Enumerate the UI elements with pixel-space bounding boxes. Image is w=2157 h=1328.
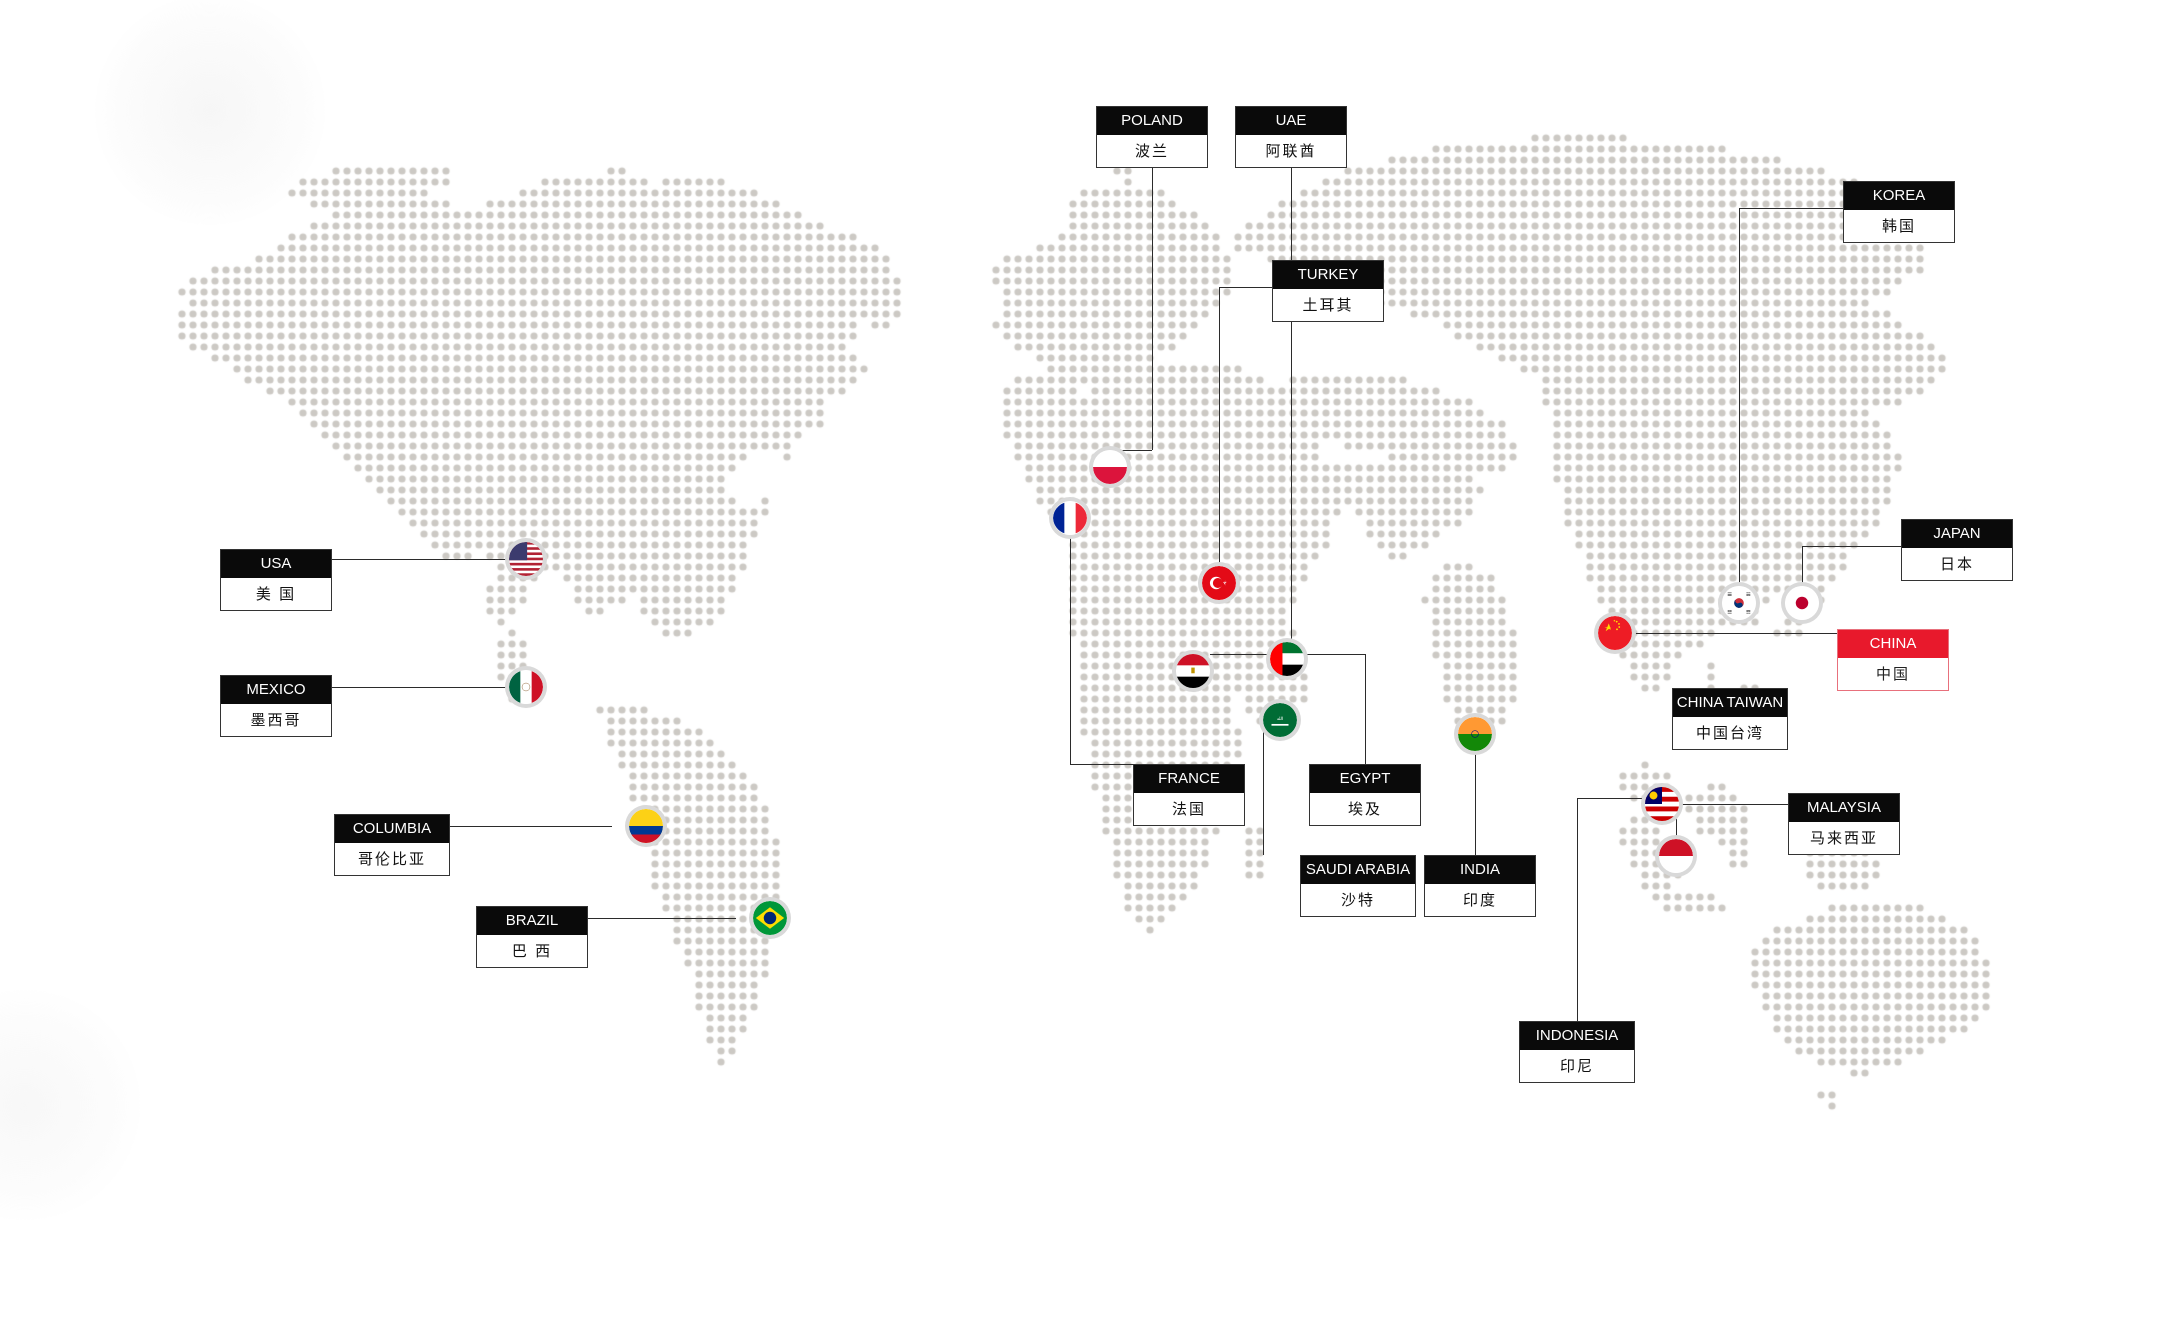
svg-text:الله: الله — [1277, 716, 1283, 721]
